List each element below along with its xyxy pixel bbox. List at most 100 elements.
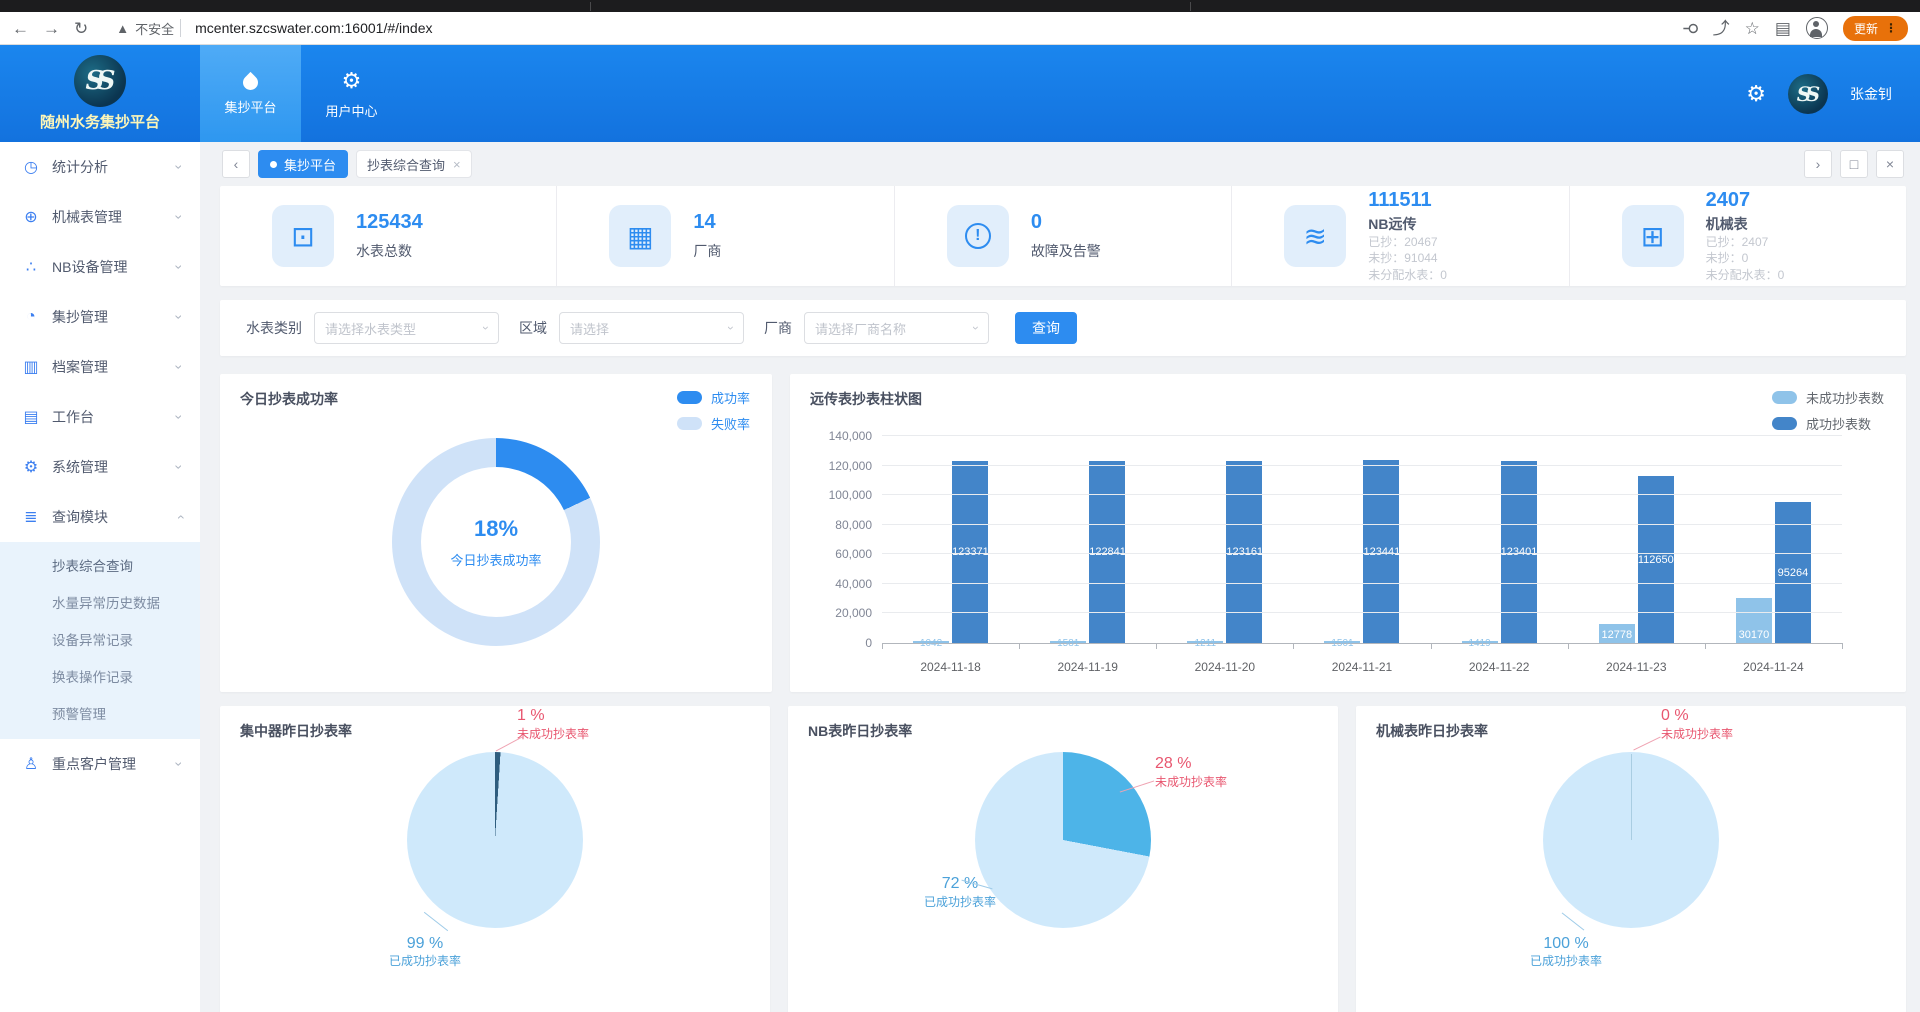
bar-chart-plot: 1042 123371 1581 122841 1211 123161 1501 123441…: [829, 429, 1843, 650]
forward-icon[interactable]: →: [43, 18, 60, 38]
open-page-tab[interactable]: 抄表综合查询 ×: [356, 150, 472, 178]
donut-center-label: 今日抄表成功率: [450, 552, 542, 568]
sidebar-subitem-3[interactable]: 换表操作记录: [52, 670, 133, 685]
mechanical-meter-icon: ⊕: [24, 209, 38, 226]
filter-select-0[interactable]: 请选择水表类型 ›: [314, 312, 499, 344]
sidebar: ◷ 统计分析 › ⊕ 机械表管理 › ∴ NB设备管理 › ◔ 集抄管理 › ▥ 档案管理 › ▤ 工作台 › ⚙ 系…: [0, 142, 200, 1012]
sidebar-item-7[interactable]: ≣ 查询模块 ›: [0, 492, 200, 542]
sidebar-item-label: 重点客户管理: [52, 756, 136, 772]
sidebar-item-0[interactable]: ◷ 统计分析 ›: [0, 142, 200, 192]
zero-slice-line: [1631, 754, 1632, 840]
pie-circle: [975, 752, 1151, 928]
successful-bar-2024-11-23[interactable]: 112650: [1637, 476, 1674, 643]
successful-bar-2024-11-20[interactable]: 123161: [1226, 460, 1263, 643]
sidebar-item-1[interactable]: ⊕ 机械表管理 ›: [0, 192, 200, 242]
successful-bar-2024-11-24[interactable]: 95264: [1774, 502, 1811, 643]
bookmark-star-icon[interactable]: ☆: [1744, 18, 1760, 38]
reload-icon[interactable]: ↻: [74, 18, 89, 38]
stat-value: 0: [1030, 211, 1042, 233]
gridline: [882, 494, 1842, 496]
unsuccessful-bar-2024-11-21[interactable]: 1501: [1324, 638, 1361, 649]
successful-bar-2024-11-18[interactable]: 123371: [952, 460, 989, 643]
legend-item-0[interactable]: 成功率: [676, 388, 750, 407]
legend-label: 失败率: [710, 417, 750, 432]
bar-legend-item-1[interactable]: 成功抄表数: [1771, 414, 1884, 433]
unsuccessful-bar-2024-11-18[interactable]: 1042: [913, 638, 950, 649]
side-panel-icon[interactable]: ▤: [1774, 18, 1791, 38]
gridline: [882, 553, 1842, 555]
sidebar-item-2[interactable]: ∴ NB设备管理 ›: [0, 242, 200, 292]
sidebar-item-3[interactable]: ◔ 集抄管理 ›: [0, 292, 200, 342]
donut-chart-title: 今日抄表成功率: [240, 391, 338, 407]
unsuccessful-bar-2024-11-23[interactable]: 12778: [1598, 624, 1635, 643]
scroll-tabs-left-button[interactable]: ‹: [222, 150, 250, 178]
stat-detail: 未抄：0: [1705, 251, 1749, 266]
sidebar-item-4[interactable]: ▥ 档案管理 ›: [0, 342, 200, 392]
chevron-down-icon: ›: [171, 264, 188, 270]
gridline: [882, 612, 1842, 614]
kebab-menu-icon[interactable]: ⋮: [1885, 21, 1897, 35]
sidebar-item-6[interactable]: ⚙ 系统管理 ›: [0, 442, 200, 492]
stat-card-body: 111511 NB远传 已抄：20467 未抄：91044 未分配水表：0: [1368, 189, 1447, 283]
vip-customer-icon: ♙: [23, 756, 39, 773]
successful-bar-2024-11-22[interactable]: 123401: [1500, 460, 1537, 643]
fullscreen-button[interactable]: □: [1840, 150, 1868, 178]
successful-bar-2024-11-19[interactable]: 122841: [1089, 461, 1126, 643]
header-nav: 集抄平台 ⚙ 用户中心: [200, 45, 402, 142]
filter-select-2[interactable]: 请选择厂商名称 ›: [804, 312, 989, 344]
close-all-tabs-button[interactable]: ×: [1876, 150, 1904, 178]
chrome-update-button[interactable]: 更新 ⋮: [1842, 15, 1908, 41]
bar-value-label: 1211: [1194, 638, 1217, 649]
pie-chart-panel-2: 机械表昨日抄表率 0 % 未成功抄表率 100 % 已成功抄表率: [1356, 706, 1906, 1012]
unsuccessful-bar-2024-11-22[interactable]: 1419: [1461, 638, 1498, 649]
share-icon[interactable]: ⤴: [1712, 18, 1730, 38]
password-key-icon[interactable]: ⚲: [1681, 21, 1701, 35]
header-nav-tab-0[interactable]: 集抄平台: [200, 45, 301, 142]
stat-value: 14: [693, 211, 716, 233]
sidebar-item-label: 查询模块: [52, 509, 108, 525]
app-logo: SS: [74, 55, 126, 107]
close-tab-icon[interactable]: ×: [453, 156, 461, 172]
bar-legend-item-0[interactable]: 未成功抄表数: [1771, 388, 1884, 407]
legend-marker: [1771, 417, 1797, 430]
nb-device-icon: ∴: [25, 259, 37, 276]
query-icon: ≣: [24, 509, 38, 526]
bar-value-label: 123371: [952, 545, 989, 558]
user-avatar[interactable]: SS: [1788, 73, 1828, 114]
dot-icon: [270, 160, 277, 168]
sidebar-subitem-0[interactable]: 抄表综合查询: [52, 559, 133, 574]
legend-item-1[interactable]: 失败率: [676, 414, 750, 433]
y-axis-tick-label: 80,000: [835, 517, 872, 532]
back-icon[interactable]: ←: [12, 18, 29, 38]
bar-chart-x-axis: 2024-11-18 2024-11-19 2024-11-20 2024-11-21…: [882, 660, 1842, 674]
pie-chart: 28 % 未成功抄表率 72 % 已成功抄表率: [924, 752, 1227, 928]
pie-circle: [407, 752, 583, 928]
breadcrumb-platform[interactable]: 集抄平台: [258, 150, 349, 178]
scroll-tabs-right-button[interactable]: ›: [1804, 150, 1832, 178]
search-button[interactable]: 查询: [1015, 312, 1077, 344]
sidebar-subitem-2[interactable]: 设备异常记录: [52, 633, 133, 648]
unsuccessful-bar-2024-11-24[interactable]: 30170: [1735, 598, 1772, 643]
chevron-down-icon: ›: [171, 164, 188, 170]
nb-remote-icon: ≋: [1284, 205, 1347, 267]
stat-card-1: ▦ 14 厂商: [557, 186, 895, 286]
sidebar-item-5[interactable]: ▤ 工作台 ›: [0, 392, 200, 442]
successful-bar-2024-11-21[interactable]: 123441: [1363, 460, 1400, 643]
divider: [180, 19, 182, 37]
filter-select-1[interactable]: 请选择 ›: [559, 312, 744, 344]
unsuccessful-bar-2024-11-20[interactable]: 1211: [1187, 638, 1224, 649]
header-nav-tab-1[interactable]: ⚙ 用户中心: [301, 45, 402, 142]
update-label: 更新: [1853, 21, 1878, 36]
unsuccessful-bar-2024-11-19[interactable]: 1581: [1050, 638, 1087, 649]
address-bar[interactable]: mcenter.szcswater.com:16001/#/index: [195, 20, 433, 36]
sidebar-subitem-4[interactable]: 预警管理: [52, 707, 106, 722]
sidebar-item-label: 系统管理: [52, 459, 108, 475]
security-chip[interactable]: ▲ 不安全: [116, 19, 182, 38]
sidebar-item-8[interactable]: ♙ 重点客户管理 ›: [0, 739, 200, 789]
select-placeholder: 请选择厂商名称: [815, 321, 907, 337]
settings-gear-icon[interactable]: ⚙: [1746, 80, 1766, 106]
successful-rate-name: 已成功抄表率: [388, 954, 461, 969]
sidebar-subitem-1[interactable]: 水量异常历史数据: [52, 596, 160, 611]
x-axis-category-label: 2024-11-23: [1606, 660, 1667, 674]
profile-avatar-icon[interactable]: [1805, 17, 1828, 39]
